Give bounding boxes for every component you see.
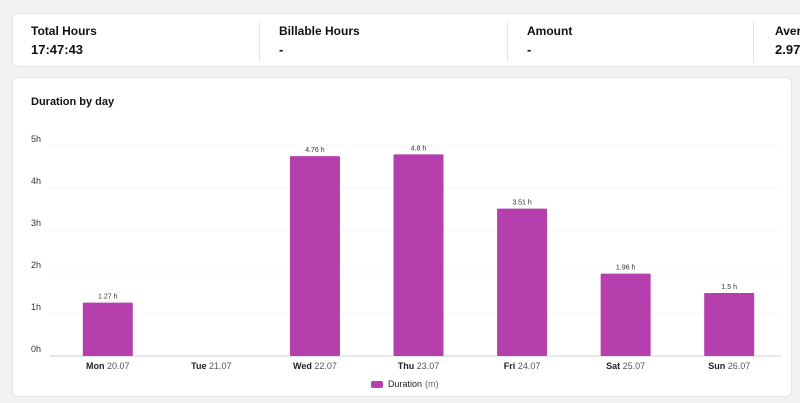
stat-divider — [753, 22, 754, 62]
stat-value: 2.97 — [775, 42, 800, 57]
data-label: 4.8 h — [411, 145, 427, 152]
x-tick-label: Tue 21.07 — [191, 361, 231, 371]
stat-label: Avera — [775, 24, 800, 38]
bar — [600, 273, 651, 356]
x-tick-label: Thu 23.07 — [398, 361, 440, 371]
data-label: 3.51 h — [512, 200, 532, 207]
bar — [497, 208, 548, 356]
stat-average: Avera 2.97 — [755, 14, 800, 68]
y-tick-label: 5h — [31, 134, 41, 144]
chart-title: Duration by day — [31, 96, 115, 108]
x-tick-label: Sat 25.07 — [606, 361, 645, 371]
stat-billable-hours: Billable Hours - — [261, 14, 360, 68]
stat-value: - — [279, 42, 284, 57]
legend-swatch — [371, 380, 383, 388]
legend-label: Duration — [388, 379, 423, 389]
summary-stats-bar: Total Hours 17:47:43 Billable Hours - Am… — [12, 13, 800, 67]
legend-unit: (m) — [425, 379, 439, 389]
stat-value: - — [527, 42, 532, 57]
y-tick-label: 2h — [31, 260, 41, 270]
x-tick-label: Sun 26.07 — [708, 361, 750, 371]
data-label: 4.76 h — [305, 147, 325, 154]
bar — [704, 293, 755, 356]
y-tick-label: 0h — [31, 344, 41, 354]
data-label: 1.96 h — [616, 265, 636, 272]
duration-bar-chart: 0h 1h 2h 3h 4h 5h 1.27 h Mon 20.07 Tue 21.07 4.76… — [31, 134, 781, 371]
x-tick-label: Wed 22.07 — [293, 361, 337, 371]
stat-total-hours: Total Hours 17:47:43 — [13, 14, 97, 68]
x-tick-label: Fri 24.07 — [504, 361, 541, 371]
stat-divider — [507, 22, 508, 62]
duration-chart-card: Duration by day 0h 1h 2h 3h 4h 5h 1.27 h Mon 20… — [12, 77, 792, 397]
stat-label: Amount — [527, 24, 573, 38]
stat-amount: Amount - — [509, 14, 572, 68]
x-tick-label: Mon 20.07 — [86, 361, 130, 371]
stat-label: Billable Hours — [279, 24, 360, 38]
y-tick-label: 3h — [31, 218, 41, 228]
y-tick-label: 1h — [31, 302, 41, 312]
data-label: 1.5 h — [721, 284, 737, 291]
bar — [393, 154, 444, 356]
bar — [82, 302, 133, 356]
stat-value: 17:47:43 — [31, 42, 84, 57]
stat-divider — [259, 22, 260, 62]
bar — [289, 156, 340, 356]
data-label: 1.27 h — [98, 294, 118, 301]
chart-legend[interactable]: Duration (m) — [371, 379, 439, 389]
stat-label: Total Hours — [31, 24, 97, 38]
y-tick-label: 4h — [31, 176, 41, 186]
